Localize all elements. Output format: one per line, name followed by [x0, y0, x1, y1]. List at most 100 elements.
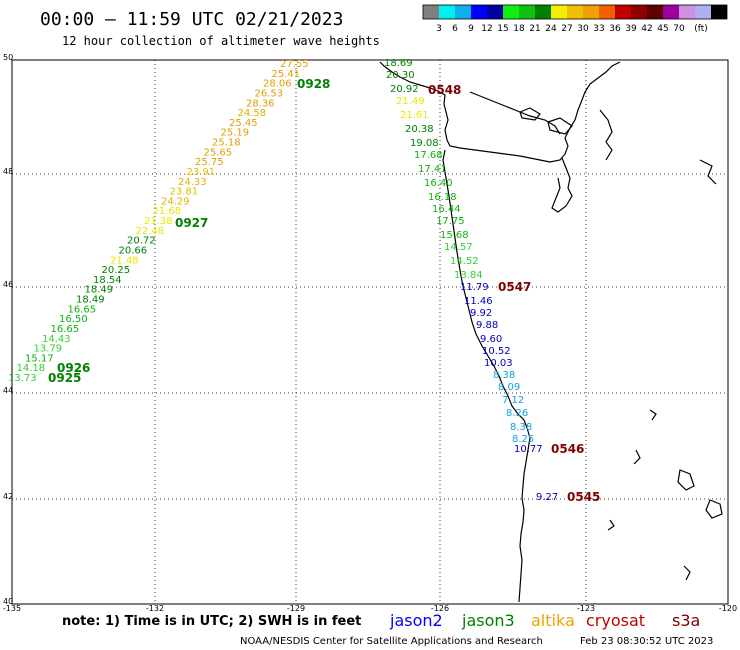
- lon-label: -120: [719, 604, 737, 613]
- pass-time-label: 0548: [428, 83, 461, 97]
- legend-swatch: [631, 5, 647, 19]
- mission-s3a: s3a: [672, 611, 700, 630]
- swh-value: 26.53: [255, 88, 284, 99]
- legend-label: 21: [529, 24, 540, 34]
- legend-swatch: [615, 5, 631, 19]
- legend-swatch: [679, 5, 695, 19]
- legend-swatch: [567, 5, 583, 19]
- pass-time-label: 0926: [57, 361, 90, 375]
- swh-value: 10.52: [482, 346, 511, 357]
- legend-swatch: [599, 5, 615, 19]
- swh-value: 16.18: [428, 192, 457, 203]
- swh-value: 21.68: [153, 206, 182, 217]
- swh-value: 8.09: [498, 382, 520, 393]
- legend-label: 42: [641, 24, 652, 34]
- swh-value: 14.18: [17, 363, 46, 374]
- swh-value: 14.57: [444, 242, 473, 253]
- swh-value: 18.49: [76, 295, 105, 306]
- swh-value: 28.36: [246, 98, 275, 109]
- swh-value: 25.18: [212, 138, 241, 149]
- swh-value: 23.81: [170, 187, 199, 198]
- legend-label: 9: [468, 24, 474, 34]
- inland-lake-5: [705, 499, 723, 519]
- legend-swatch: [471, 5, 487, 19]
- swh-value: 19.08: [410, 138, 439, 149]
- swh-value: 16.50: [59, 314, 88, 325]
- altimeter-track-west: 27.5525.4128.0626.5328.3624.5825.4525.19…: [8, 59, 309, 384]
- swh-value: 28.06: [263, 79, 292, 90]
- legend-label: 45: [657, 24, 668, 34]
- footer-timestamp: Feb 23 08:30:52 UTC 2023: [580, 636, 713, 647]
- map-title: 00:00 – 11:59 UTC 02/21/2023: [40, 9, 343, 30]
- legend-label: 24: [545, 24, 557, 34]
- legend-swatch: [583, 5, 599, 19]
- puget-sound: [551, 157, 573, 213]
- inland-lake-3: [633, 449, 641, 465]
- swh-value: 9.92: [470, 308, 492, 319]
- swh-value: 20.72: [127, 236, 156, 247]
- legend-label: 18: [513, 24, 525, 34]
- swh-value: 15.17: [25, 353, 54, 364]
- latitude-labels: 50 48 46 44 42 40: [3, 53, 13, 606]
- swh-value: 20.66: [119, 245, 148, 256]
- legend-label: 3: [436, 24, 442, 34]
- swh-value: 20.38: [405, 124, 434, 135]
- swh-value: 27.55: [280, 59, 309, 70]
- pass-time-label: 0925: [48, 371, 81, 385]
- swh-value: 22.48: [136, 226, 165, 237]
- lat-label: 50: [3, 53, 13, 62]
- swh-value: 17.68: [414, 150, 443, 161]
- legend-swatch: [551, 5, 567, 19]
- swh-value: 10.03: [484, 358, 513, 369]
- pass-time-label: 0928: [297, 77, 330, 91]
- swh-value: 16.65: [68, 304, 97, 315]
- swh-value: 24.58: [238, 108, 267, 119]
- swh-value: 16.40: [424, 178, 453, 189]
- pass-time-label: 0927: [175, 216, 208, 230]
- swh-value: 9.60: [480, 334, 502, 345]
- legend-swatch: [695, 5, 711, 19]
- lon-label: -123: [577, 604, 595, 613]
- legend-frame: [422, 4, 728, 20]
- legend-swatch: [647, 5, 663, 19]
- swh-value: 20.92: [390, 84, 419, 95]
- swh-value: 24.29: [161, 196, 190, 207]
- inland-lake-7: [683, 565, 691, 581]
- lon-label: -132: [146, 604, 164, 613]
- swh-value: 8.38: [510, 422, 532, 433]
- strait-island-2: [547, 117, 573, 135]
- swh-value: 20.30: [386, 70, 415, 81]
- lon-label: -129: [287, 604, 305, 613]
- graticule: [12, 60, 728, 604]
- legend-label: 39: [625, 24, 637, 34]
- footer-credit: NOAA/NESDIS Center for Satellite Applica…: [240, 636, 543, 647]
- swh-value: 24.33: [178, 177, 207, 188]
- legend-label: 36: [609, 24, 621, 34]
- lon-label: -126: [431, 604, 449, 613]
- vancouver-island-edge: [469, 91, 561, 135]
- legend-label: 12: [481, 24, 492, 34]
- legend-label: 30: [577, 24, 589, 34]
- inland-lake-4: [677, 469, 695, 491]
- swh-value: 23.91: [187, 167, 216, 178]
- legend-swatch: [663, 5, 679, 19]
- lat-label: 46: [3, 280, 13, 289]
- swh-value: 25.65: [204, 147, 233, 158]
- inland-lake-1: [699, 159, 717, 185]
- lat-label: 42: [3, 492, 13, 501]
- legend-swatch: [503, 5, 519, 19]
- swh-value: 25.75: [195, 157, 224, 168]
- mission-altika: altika: [531, 611, 575, 630]
- swh-value: 20.25: [102, 265, 131, 276]
- strait-island-1: [519, 107, 541, 121]
- swh-value: 14.43: [42, 334, 71, 345]
- swh-value: 18.69: [384, 58, 413, 69]
- legend-swatch: [535, 5, 551, 19]
- legend-swatch: [439, 5, 455, 19]
- swh-value: 11.79: [460, 282, 489, 293]
- legend-unit: (ft): [694, 24, 708, 34]
- legend-label: 33: [593, 24, 604, 34]
- swh-value: 21.48: [110, 255, 139, 266]
- coastline: [379, 61, 723, 603]
